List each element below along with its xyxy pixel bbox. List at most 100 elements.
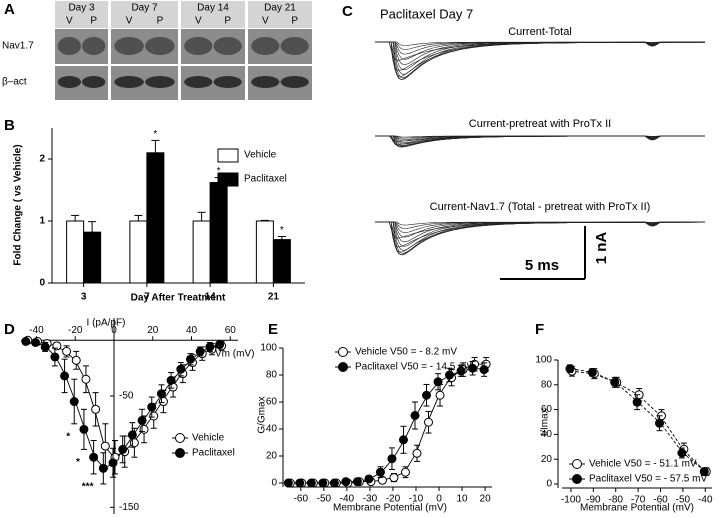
point [412,448,422,458]
axis-title: Fold Change ( vs Vehicle) [13,144,24,265]
bar [129,220,148,284]
point [364,474,374,484]
trace [375,41,705,71]
significance: * [280,225,284,236]
y-tick-label: 80 [541,379,553,390]
blot-band [213,37,242,55]
point [71,355,81,365]
point [129,438,139,448]
point [375,467,385,477]
point [60,371,70,381]
x-tick-label: 3 [81,292,87,303]
bar [66,220,85,284]
point [565,364,575,374]
blot-row-label: β–act [2,77,27,88]
blot-lane: V [262,16,269,27]
x-tick-label: -60 [294,494,309,505]
legend-swatch [217,172,239,187]
point [31,338,40,347]
series-line [570,370,706,472]
blot-band [57,37,81,55]
panel-label: A [4,1,15,18]
point [156,389,166,399]
significance: * [217,166,221,177]
legend-label: Paclitaxel [244,174,287,185]
blot-band [251,37,280,55]
panel-label: B [4,117,15,134]
legend-marker [572,474,582,484]
blot-day: Day 14 [197,3,229,14]
y-tick-label: 40 [541,429,553,440]
bar [83,231,102,284]
x-tick-label: -60 [653,495,668,506]
y-tick-label: 60 [541,404,553,415]
y-tick-label: 20 [266,451,278,462]
point [98,463,108,473]
scale-label: 5 ms [525,257,559,274]
point [79,424,89,434]
significance: * [66,431,70,442]
point [50,352,60,362]
x-tick-label: -70 [631,495,646,506]
point [21,336,31,346]
blot-lane: P [291,16,298,27]
point [479,365,489,375]
trace [375,135,705,142]
legend-label: Vehicle V50 = - 8.2 mV [355,347,457,358]
blot-lane: V [126,16,133,27]
trace [375,221,705,248]
point [52,341,62,351]
axis-title: I (pA/pF) [87,318,126,329]
blot-lane: V [195,16,202,27]
x-tick-label: -90 [586,495,601,506]
bar [255,220,274,284]
x-tick-label: 14 [205,292,217,303]
y-tick-label: -50 [119,391,134,402]
point [445,370,455,380]
legend-label: Paclitaxel V50 = - 14.5 mV [355,362,473,373]
axis-title: Membrane Potential (mV) [333,503,447,514]
x-tick-label: -50 [317,494,332,505]
trace-label: Current-Nav1.7 (Total - pretreat with Pr… [430,201,651,213]
significance: * [153,129,157,140]
panel-label: E [268,321,278,338]
legend-label: Vehicle [192,433,225,444]
x-tick-label: -40 [698,495,713,506]
bar [209,182,228,284]
point [147,402,157,412]
x-tick-label: 20 [480,494,492,505]
blot-header [111,1,178,28]
blot-band [251,76,280,88]
blot-day: Day 3 [68,3,95,14]
x-tick-label: -10 [409,494,424,505]
blot-band [145,37,175,55]
blot-day: Day 7 [131,3,158,14]
panel-label: C [342,3,353,20]
panel-label: D [4,321,15,338]
blot-lane: P [90,16,97,27]
axis-title: Vm (mV) [215,349,254,360]
point [398,435,408,445]
blot-band [213,76,242,88]
point [677,448,687,458]
point [295,478,305,488]
x-tick-label: 60 [225,325,237,336]
bar [192,220,211,284]
series-line [289,367,486,484]
blot-band [145,76,175,88]
blot-row-label: Nav1.7 [2,41,34,52]
x-tick-label: 10 [456,494,468,505]
point [632,397,642,407]
point [410,411,420,420]
y-tick-label: 0 [39,278,45,289]
blot-band [280,37,309,55]
point [389,473,399,483]
point [435,390,445,400]
y-tick-label: 100 [535,355,552,366]
blot-band [280,76,309,88]
blot-header [55,1,108,28]
series-line [570,368,706,472]
point [318,478,328,488]
point [40,342,50,352]
